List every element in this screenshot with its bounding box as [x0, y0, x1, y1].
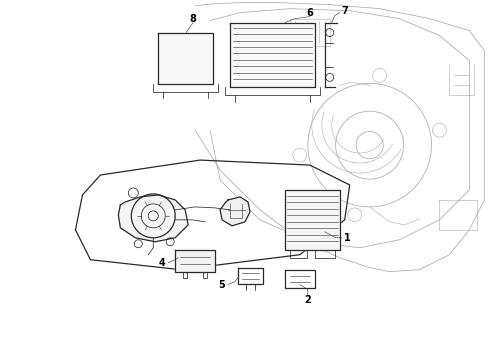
Bar [285, 190, 340, 250]
Text: 7: 7 [342, 6, 348, 15]
Polygon shape [175, 250, 215, 272]
Text: 6: 6 [306, 8, 313, 18]
Polygon shape [119, 195, 188, 242]
Text: 1: 1 [344, 233, 351, 243]
Polygon shape [158, 32, 213, 84]
Polygon shape [285, 190, 340, 250]
Text: 2: 2 [304, 294, 311, 305]
Text: 8: 8 [190, 14, 196, 24]
Text: 4: 4 [159, 258, 166, 268]
Polygon shape [230, 23, 315, 87]
Text: 5: 5 [219, 280, 225, 289]
Polygon shape [220, 197, 250, 226]
